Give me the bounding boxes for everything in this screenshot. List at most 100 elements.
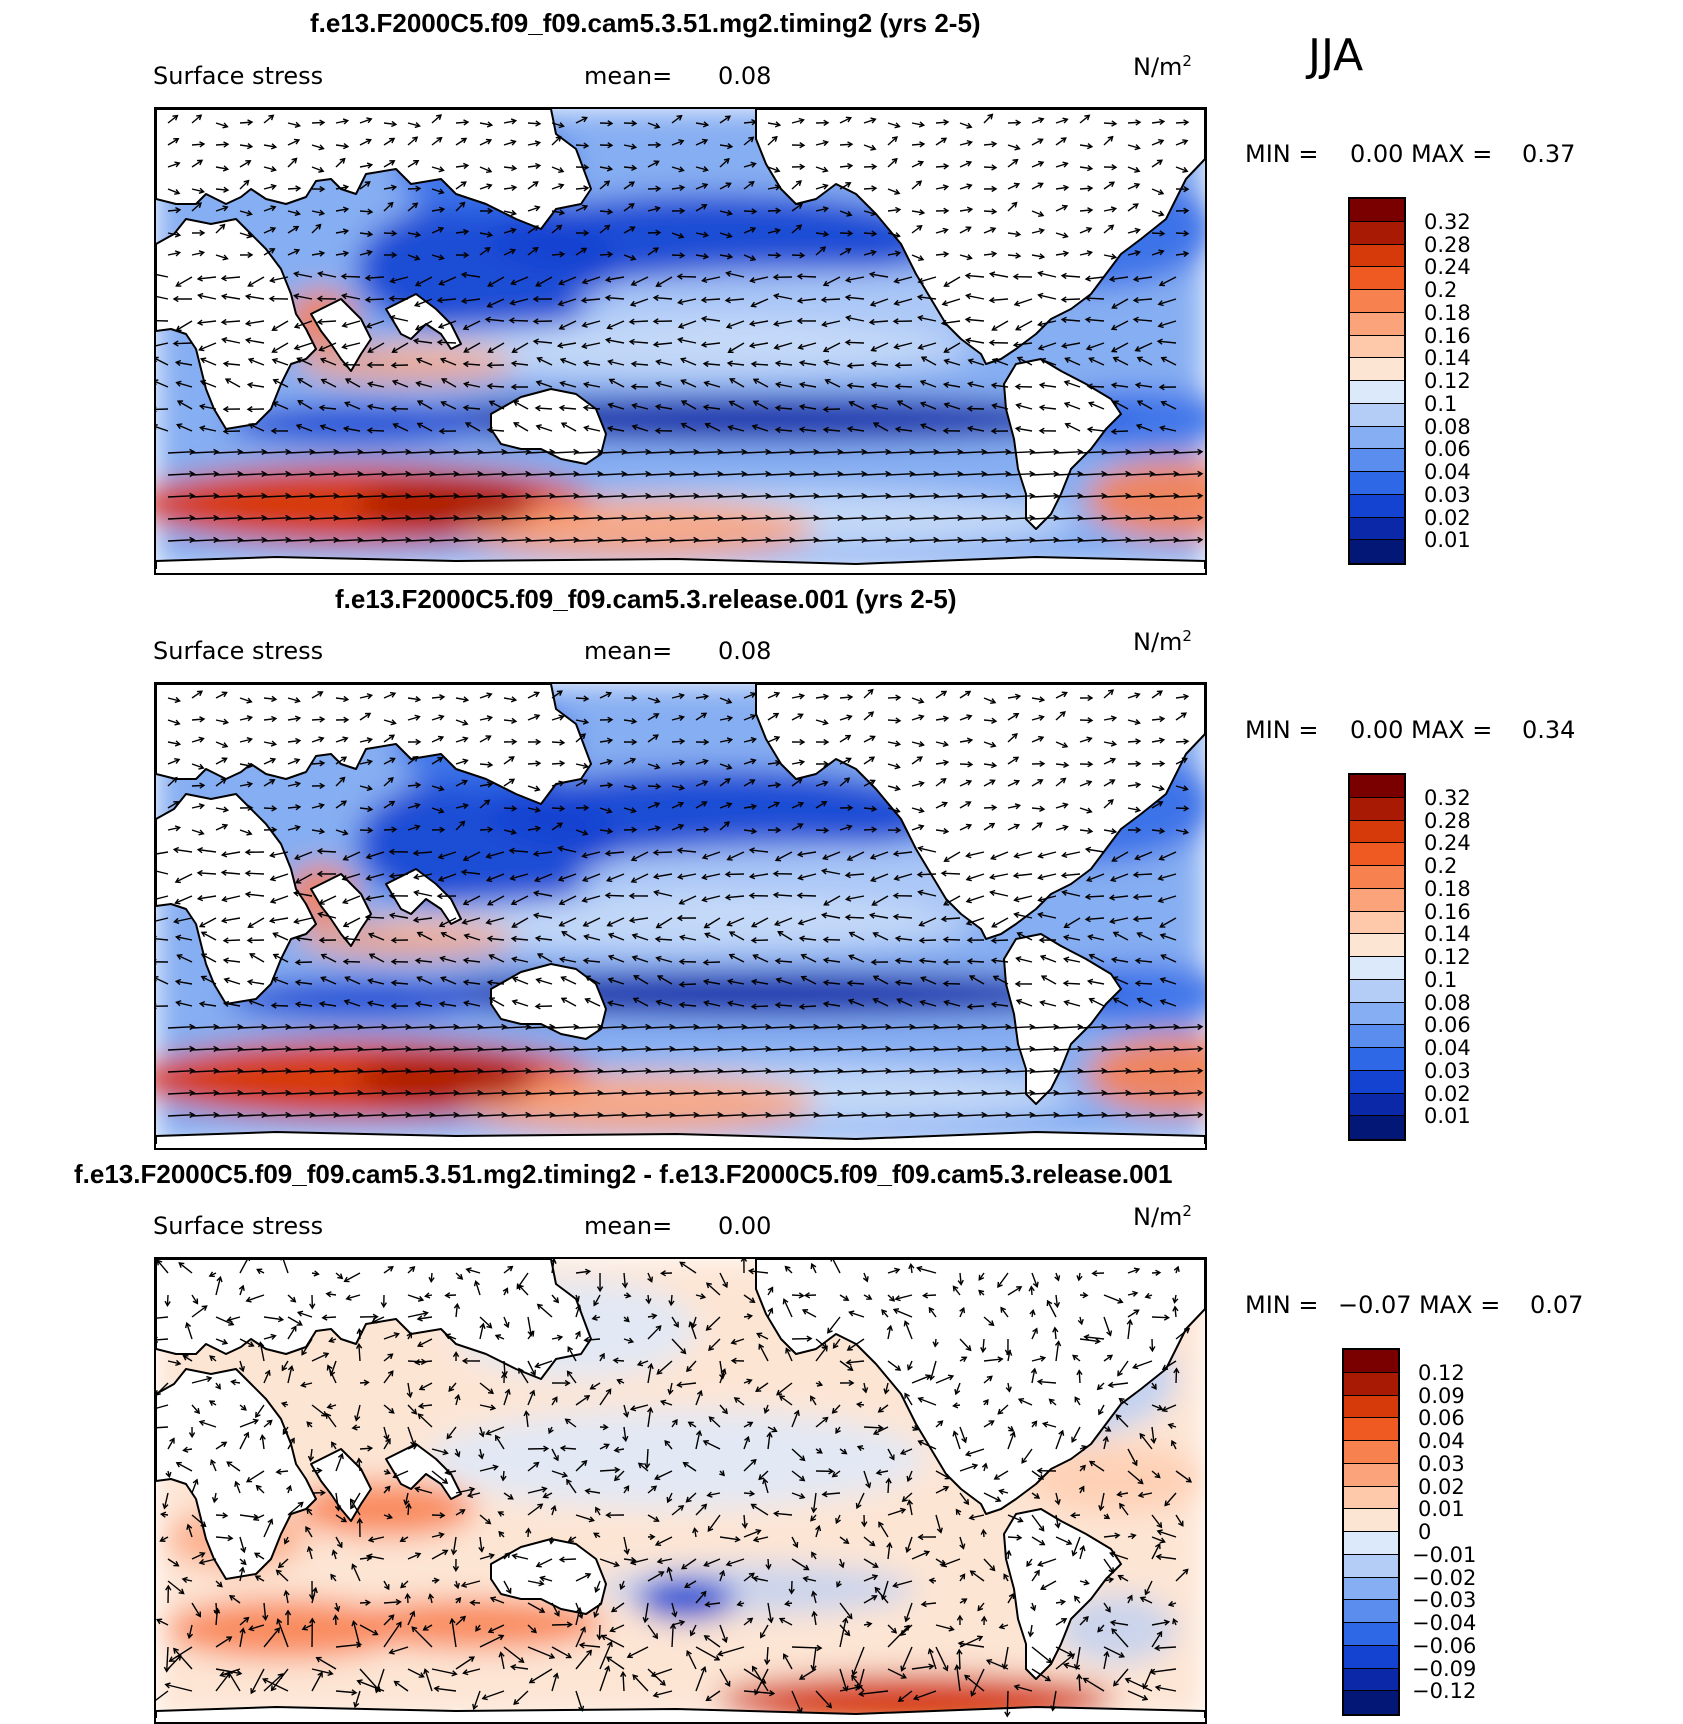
panel-1-mean-value: 0.08 <box>718 62 772 90</box>
colorbar-swatch <box>1350 449 1404 472</box>
colorbar-swatch <box>1350 221 1404 245</box>
colorbar-tick-label: 0.02 <box>1418 1474 1465 1499</box>
panel-1-mean-label: mean= <box>584 62 673 90</box>
map-field <box>156 109 1205 569</box>
colorbar-swatch <box>1344 1577 1398 1601</box>
colorbar-swatch <box>1350 1093 1404 1117</box>
colorbar-tick-label: 0 <box>1418 1520 1432 1544</box>
colorbar-tick-label: 0.18 <box>1424 876 1471 901</box>
panel-1-map <box>154 107 1207 575</box>
colorbar-swatch <box>1344 1395 1398 1419</box>
colorbar-swatch <box>1350 244 1404 268</box>
season-label: JJA <box>1308 30 1364 81</box>
colorbar-swatch <box>1350 403 1404 427</box>
colorbar-swatch <box>1344 1668 1398 1692</box>
colorbar-tick-label: 0.24 <box>1424 831 1471 856</box>
colorbar-swatch <box>1350 290 1404 313</box>
colorbar-swatch <box>1350 866 1404 889</box>
panel-3-variable: Surface stress <box>153 1212 324 1240</box>
colorbar-tick-label: 0.09 <box>1418 1383 1465 1408</box>
colorbar-swatch <box>1350 957 1404 980</box>
colorbar-tick-label: −0.04 <box>1412 1611 1477 1635</box>
colorbar-swatch <box>1350 540 1404 563</box>
colorbar-tick-label: 0.14 <box>1424 922 1471 947</box>
panel-1-variable: Surface stress <box>153 62 324 90</box>
panel-3-mean-label: mean= <box>584 1212 673 1240</box>
colorbar-tick-label: −0.06 <box>1412 1633 1477 1658</box>
panel-3-min-label: MIN = <box>1245 1291 1319 1319</box>
colorbar-swatch <box>1350 979 1404 1003</box>
colorbar-swatch <box>1350 820 1404 844</box>
panel-2-colorbar <box>1348 773 1406 1141</box>
panel-3-colorbar <box>1342 1348 1400 1716</box>
colorbar-swatch <box>1344 1645 1398 1669</box>
map-field <box>156 1259 1205 1718</box>
colorbar-swatch <box>1350 1048 1404 1071</box>
colorbar-tick-label: 0.06 <box>1418 1406 1465 1431</box>
colorbar-swatch <box>1350 888 1404 912</box>
colorbar-tick-label: 0.03 <box>1424 1058 1471 1083</box>
colorbar-swatch <box>1350 426 1404 450</box>
panel-2-map <box>154 682 1207 1150</box>
panel-3-mean-value: 0.00 <box>718 1212 772 1240</box>
colorbar-tick-label: −0.02 <box>1412 1565 1477 1590</box>
panel-2-max-label: MAX = <box>1411 716 1493 744</box>
panel-3-max-label: MAX = <box>1419 1291 1501 1319</box>
colorbar-tick-label: 0.32 <box>1424 785 1471 810</box>
colorbar-tick-label: 0.06 <box>1424 437 1471 462</box>
colorbar-swatch <box>1350 1070 1404 1094</box>
colorbar-tick-label: 0.28 <box>1424 808 1471 833</box>
colorbar-tick-label: 0.14 <box>1424 346 1471 371</box>
panel-2-max-value: 0.34 <box>1522 716 1576 744</box>
colorbar-swatch <box>1344 1441 1398 1464</box>
colorbar-swatch <box>1344 1372 1398 1396</box>
colorbar-tick-label: 0.28 <box>1424 232 1471 257</box>
colorbar-swatch <box>1350 199 1404 222</box>
colorbar-swatch <box>1344 1509 1398 1532</box>
panel-3-map <box>154 1257 1207 1724</box>
panel-2-mean-value: 0.08 <box>718 637 772 665</box>
panel-1-min-value: 0.00 <box>1350 140 1404 168</box>
colorbar-swatch <box>1350 911 1404 935</box>
colorbar-tick-label: 0.2 <box>1424 278 1458 302</box>
colorbar-swatch <box>1344 1350 1398 1373</box>
panel-2-mean-label: mean= <box>584 637 673 665</box>
panel-2-title: f.e13.F2000C5.f09_f09.cam5.3.release.001… <box>335 584 957 614</box>
colorbar-tick-label: 0.12 <box>1424 369 1471 393</box>
colorbar-tick-label: 0.04 <box>1424 1036 1471 1060</box>
colorbar-tick-label: 0.12 <box>1424 945 1471 969</box>
colorbar-swatch <box>1344 1623 1398 1646</box>
colorbar-swatch <box>1344 1418 1398 1441</box>
colorbar-swatch <box>1350 335 1404 359</box>
colorbar-swatch <box>1344 1554 1398 1578</box>
colorbar-swatch <box>1350 934 1404 957</box>
colorbar-tick-label: −0.03 <box>1412 1588 1477 1613</box>
colorbar-swatch <box>1350 1025 1404 1048</box>
colorbar-tick-label: 0.32 <box>1424 209 1471 234</box>
colorbar-tick-label: 0.06 <box>1424 1013 1471 1038</box>
colorbar-tick-label: 0.24 <box>1424 255 1471 280</box>
colorbar-swatch <box>1344 1532 1398 1555</box>
colorbar-tick-label: 0.03 <box>1424 482 1471 507</box>
colorbar-tick-label: −0.09 <box>1412 1656 1477 1681</box>
panel-2-units: N/m2 <box>1133 627 1192 656</box>
map-field <box>156 684 1205 1144</box>
colorbar-tick-label: 0.03 <box>1418 1451 1465 1476</box>
colorbar-tick-label: 0.01 <box>1424 528 1471 553</box>
colorbar-tick-label: 0.01 <box>1424 1104 1471 1129</box>
colorbar-tick-label: 0.02 <box>1424 1081 1471 1106</box>
panel-2-min-value: 0.00 <box>1350 716 1404 744</box>
panel-1-max-label: MAX = <box>1411 140 1493 168</box>
panel-1-title: f.e13.F2000C5.f09_f09.cam5.3.51.mg2.timi… <box>310 8 981 38</box>
colorbar-tick-label: 0.08 <box>1424 990 1471 1015</box>
colorbar-swatch <box>1350 775 1404 798</box>
colorbar-tick-label: 0.12 <box>1418 1360 1465 1385</box>
colorbar-tick-label: 0.18 <box>1424 300 1471 325</box>
colorbar-tick-label: 0.08 <box>1424 414 1471 439</box>
colorbar-swatch <box>1344 1463 1398 1487</box>
colorbar-swatch <box>1350 312 1404 336</box>
colorbar-tick-label: 0.16 <box>1424 899 1471 924</box>
panel-2-min-label: MIN = <box>1245 716 1319 744</box>
colorbar-swatch <box>1350 381 1404 404</box>
colorbar-tick-label: 0.02 <box>1424 505 1471 530</box>
